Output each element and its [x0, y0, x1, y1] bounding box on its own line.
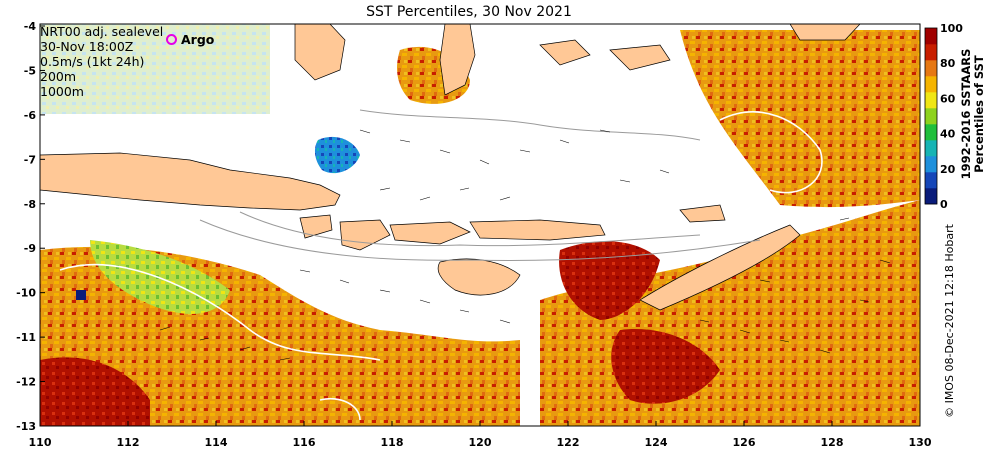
- argo-circle-icon: [166, 34, 177, 45]
- colorbar-segment: [925, 92, 937, 109]
- longitude-axis: 110 112 114 116 118 120 122 124 126 128 130: [29, 421, 932, 449]
- land-buru: [539, 39, 591, 66]
- colorbar-segment: [925, 188, 937, 205]
- lat-tick-label: -8: [24, 198, 36, 211]
- lat-tick-label: -4: [24, 20, 37, 33]
- legend-200m: 200m: [40, 69, 77, 84]
- sst-hot-southwest: [40, 357, 150, 426]
- land-bali: [299, 214, 333, 239]
- lat-tick-label: -9: [24, 242, 36, 255]
- land-flores: [469, 219, 606, 241]
- legend-sealevel: NRT00 adj. sealevel: [40, 24, 164, 39]
- bathymetry-200m: [239, 211, 701, 247]
- argo-legend: Argo: [166, 32, 214, 47]
- land-sumbawa: [389, 221, 471, 245]
- sst-hot-region: [559, 241, 660, 320]
- land-timor: [639, 224, 801, 311]
- lon-tick-label: 128: [821, 436, 844, 449]
- land-lombok: [339, 219, 391, 251]
- credit-label: © IMOS 08-Dec-2021 12:18 Hobart: [943, 223, 956, 418]
- lon-tick-label: 120: [469, 436, 492, 449]
- sst-green-region: [90, 240, 230, 314]
- colorbar: [924, 27, 938, 205]
- land-sumatra-java: [40, 152, 341, 211]
- lat-tick-label: -6: [24, 109, 37, 122]
- lon-tick-label: 126: [733, 436, 756, 449]
- bathymetry-north: [359, 109, 701, 141]
- lon-tick-label: 122: [557, 436, 580, 449]
- lon-tick-label: 130: [909, 436, 932, 449]
- lon-tick-label: 114: [205, 436, 228, 449]
- sst-warm-northeast: [680, 30, 920, 208]
- colorbar-tick-label: 0: [940, 198, 948, 211]
- colorbar-title-line2: Percentiles of SST: [972, 55, 986, 173]
- colorbar-tick-label: 80: [940, 57, 956, 70]
- sealevel-contour-4: [319, 398, 361, 421]
- lat-tick-label: -11: [16, 331, 36, 344]
- lat-tick-label: -7: [24, 153, 36, 166]
- colorbar-segment: [925, 44, 937, 61]
- colorbar-frame: [924, 27, 938, 205]
- colorbar-tick-label: 100: [940, 22, 963, 35]
- land-sulawesi: [439, 24, 476, 96]
- land-borneo: [294, 24, 346, 81]
- argo-label: Argo: [181, 32, 215, 47]
- map-legend: NRT00 adj. sealevel 30-Nov 18:00Z 0.5m/s…: [40, 24, 272, 112]
- sst-pale-region: [40, 24, 270, 114]
- bathymetry-1000m: [199, 219, 761, 261]
- current-vectors: [159, 129, 891, 361]
- colorbar-tick-label: 20: [940, 163, 956, 176]
- colorbar-segment: [925, 28, 937, 45]
- land-seram: [609, 44, 671, 71]
- lon-tick-label: 110: [29, 436, 52, 449]
- colorbar-segment: [925, 140, 937, 157]
- lon-tick-label: 116: [293, 436, 316, 449]
- colorbar-tick-label: 40: [940, 128, 956, 141]
- colorbar-title: 1992-2016 SSTAARS Percentiles of SST: [946, 26, 986, 202]
- colorbar-tick-label: 60: [940, 92, 956, 105]
- legend-1000m: 1000m: [40, 84, 84, 99]
- lat-tick-label: -13: [16, 420, 36, 433]
- legend-vector-scale: 0.5m/s (1kt 24h): [40, 54, 145, 69]
- colorbar-segment: [925, 76, 937, 93]
- sealevel-contour-3: [519, 175, 571, 216]
- sst-hot-south: [611, 329, 720, 404]
- colorbar-title-line1: 1992-2016 SSTAARS: [959, 49, 973, 180]
- colorbar-segment: [925, 60, 937, 77]
- colorbar-segment: [925, 124, 937, 141]
- lat-tick-label: -12: [16, 376, 36, 389]
- lat-tick-label: -5: [24, 64, 36, 77]
- sst-blue-dot: [76, 290, 86, 300]
- legend-time: 30-Nov 18:00Z: [40, 39, 134, 54]
- lat-tick-label: -10: [16, 287, 36, 300]
- land-wetar: [679, 204, 726, 223]
- colorbar-segment: [925, 108, 937, 125]
- lon-tick-label: 124: [645, 436, 668, 449]
- lon-tick-label: 112: [117, 436, 140, 449]
- sealevel-contour-1: [59, 263, 381, 361]
- colorbar-segment: [925, 156, 937, 173]
- sst-blue-patch: [314, 136, 360, 174]
- colorbar-ticks: 0 20 40 60 80 100: [940, 22, 963, 211]
- credit-text: © IMOS 08-Dec-2021 12:18 Hobart: [940, 210, 958, 432]
- colorbar-segment: [925, 172, 937, 189]
- map-title: SST Percentiles, 30 Nov 2021: [366, 4, 572, 20]
- lon-tick-label: 118: [381, 436, 404, 449]
- land-papua: [789, 24, 861, 41]
- sealevel-contour-2: [719, 111, 823, 194]
- latitude-axis: -4 -5 -6 -7 -8 -9 -10 -11 -12 -13: [16, 20, 45, 433]
